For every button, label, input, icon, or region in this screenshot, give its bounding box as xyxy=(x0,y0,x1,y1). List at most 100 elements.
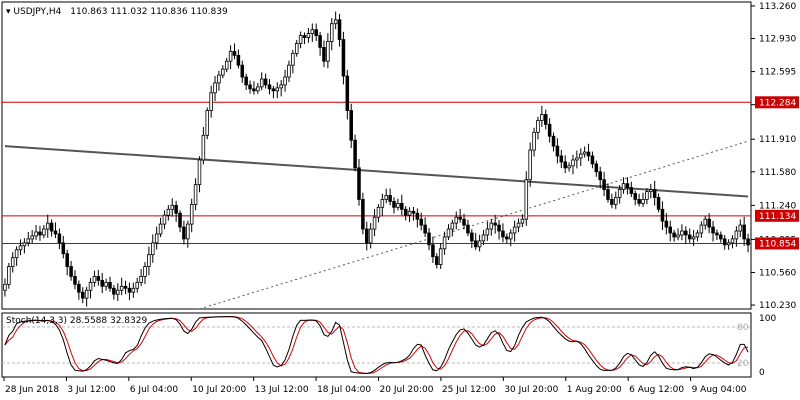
candle xyxy=(337,13,342,47)
time-tick-label: 30 Jul 20:00 xyxy=(504,385,558,395)
candle xyxy=(372,209,377,237)
candle xyxy=(730,235,735,249)
candle xyxy=(248,80,252,94)
candle xyxy=(392,197,396,214)
candle xyxy=(508,229,513,247)
candle xyxy=(684,226,688,244)
candle xyxy=(454,211,459,230)
candle xyxy=(524,171,529,226)
candle xyxy=(77,280,81,300)
candle xyxy=(368,223,373,249)
time-tick-label: 1 Aug 20:00 xyxy=(567,385,622,395)
candle xyxy=(139,269,143,287)
time-axis[interactable]: 28 Jun 2018 3 Jul 12:00 6 Jul 04:00 10 Jul … xyxy=(3,377,747,395)
candles-layer xyxy=(3,11,750,307)
candle xyxy=(431,236,435,264)
price-tick-label: 113.260 xyxy=(759,2,796,12)
time-tick-label: 3 Jul 12:00 xyxy=(67,385,116,395)
candle xyxy=(143,261,147,284)
candle xyxy=(26,232,31,247)
candle xyxy=(275,82,280,99)
candle xyxy=(291,49,295,74)
price-tick-label: 111.240 xyxy=(759,201,796,211)
candle xyxy=(610,193,614,209)
candle xyxy=(92,270,97,287)
trendline-dotted[interactable] xyxy=(199,140,749,310)
candle xyxy=(69,260,73,281)
time-tick-label: 10 Jul 20:00 xyxy=(192,385,246,395)
candle xyxy=(256,82,260,94)
candle xyxy=(197,156,202,193)
candle xyxy=(224,57,229,73)
candle xyxy=(119,277,124,296)
candle xyxy=(217,70,221,91)
price-tick-label: 111.910 xyxy=(759,135,796,145)
candle xyxy=(602,171,606,197)
candle xyxy=(687,228,692,243)
candle xyxy=(555,138,560,164)
candle xyxy=(594,160,599,177)
price-tick-label: 110.560 xyxy=(759,268,796,278)
candle xyxy=(162,210,167,230)
price-panel[interactable] xyxy=(1,1,752,310)
candle xyxy=(45,214,50,238)
candle xyxy=(10,252,15,273)
candle xyxy=(135,277,139,293)
candle xyxy=(516,218,521,233)
candle xyxy=(707,213,711,234)
candle xyxy=(158,217,163,238)
candle xyxy=(201,126,206,165)
time-tick-label: 13 Jul 12:00 xyxy=(255,385,309,395)
candle xyxy=(240,60,245,83)
candle xyxy=(271,85,276,99)
stochastic-panel[interactable] xyxy=(1,312,752,378)
candle xyxy=(614,191,618,210)
candle xyxy=(166,205,171,221)
candle xyxy=(489,218,494,236)
candle xyxy=(341,31,346,85)
candle xyxy=(719,231,723,243)
candle xyxy=(30,230,34,244)
candle xyxy=(236,49,241,69)
candle xyxy=(22,238,27,254)
candle xyxy=(528,142,532,187)
candle xyxy=(711,220,715,242)
candle xyxy=(259,72,264,91)
candle xyxy=(680,224,684,241)
candle xyxy=(485,221,490,241)
price-tick-label: 111.580 xyxy=(759,168,796,178)
candle xyxy=(34,225,38,240)
candle xyxy=(590,151,595,169)
price-axis[interactable]: 113.260112.930112.595112.260111.910111.5… xyxy=(751,2,799,311)
candle xyxy=(88,277,93,299)
candle xyxy=(170,198,175,217)
stochastic-axis-label: 100 xyxy=(759,314,776,324)
candle xyxy=(403,206,408,221)
candle xyxy=(209,85,213,118)
candle xyxy=(384,188,388,204)
candle xyxy=(450,219,455,237)
price-tick-label: 112.930 xyxy=(759,35,796,45)
candle xyxy=(649,184,653,199)
stochastic-main-line xyxy=(4,316,749,375)
candle xyxy=(625,177,630,195)
candle xyxy=(641,192,645,207)
candle xyxy=(668,220,673,242)
candle xyxy=(49,219,54,237)
candle xyxy=(645,188,649,205)
candle xyxy=(505,233,509,244)
candle xyxy=(65,249,69,276)
candle xyxy=(345,69,350,120)
time-tick-label: 6 Jul 04:00 xyxy=(130,385,179,395)
candle xyxy=(147,246,151,276)
candle xyxy=(310,23,315,42)
candle xyxy=(388,188,392,206)
candle xyxy=(96,269,101,286)
candle xyxy=(746,233,750,253)
candle xyxy=(427,227,431,251)
candle xyxy=(703,215,708,230)
candle xyxy=(213,76,217,101)
candle xyxy=(365,221,369,251)
candle xyxy=(267,79,272,95)
